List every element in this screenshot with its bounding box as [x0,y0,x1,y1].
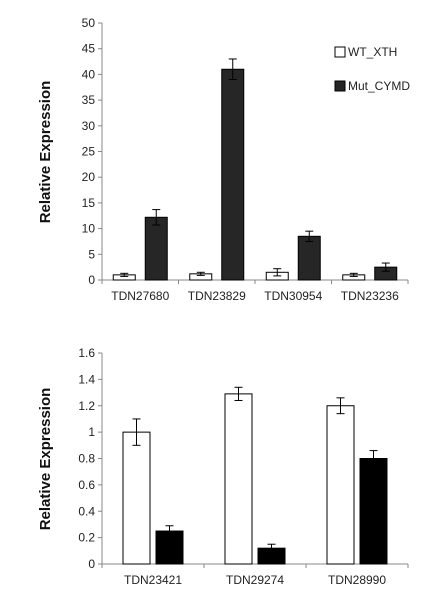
y-tick-label: 10 [82,222,96,236]
bar [221,68,245,281]
x-category-label: TDN23421 [124,573,182,587]
legend-label-mut-cymd: Mut_CYMD [348,79,410,93]
bar [224,393,253,565]
y-tick-label: 15 [82,196,96,210]
bar [297,235,321,281]
chart-bottom-axes [98,352,409,568]
chart-top: Relative Expression 0 5 10 15 20 25 30 35 40 45 50… [37,16,410,303]
bar [359,458,388,565]
chart-bottom-labels: 0 0.2 0.4 0.6 0.8 1 1.2 1.4 1.6 TDN23421 TDN29274 T… [78,346,386,587]
y-tick-label: 25 [82,145,96,159]
y-tick-label: 0.6 [78,478,95,492]
chart-bottom-y-axis-title: Relative Expression [37,388,54,531]
legend-label-wt-xth: WT_XTH [348,45,397,59]
x-category-label: TDN27680 [111,289,169,303]
y-tick-label: 1.6 [78,346,95,360]
x-category-label: TDN28990 [328,573,386,587]
y-tick-label: 40 [82,67,96,81]
y-tick-label: 1.2 [78,399,95,413]
chart-top-axes [98,22,409,284]
y-tick-label: 0.4 [78,504,95,518]
legend-swatch-wt-xth [334,46,346,58]
bar [144,216,168,281]
y-tick-label: 20 [82,170,96,184]
legend-swatch-mut-cymd [334,80,346,92]
y-tick-label: 0 [88,557,95,571]
bar [326,405,355,565]
y-tick-label: 35 [82,93,96,107]
x-category-label: TDN30954 [264,289,322,303]
x-category-label: TDN23236 [341,289,399,303]
y-tick-label: 50 [82,16,96,30]
bar [122,431,151,565]
y-tick-label: 0.8 [78,452,95,466]
chart-top-bars [112,58,398,281]
y-tick-label: 30 [82,119,96,133]
y-tick-label: 1.4 [78,372,95,386]
chart-bottom: Relative Expression 0 0.2 0.4 0.6 0.8 1 1.2 1.4… [37,346,409,587]
y-tick-label: 5 [88,247,95,261]
x-category-label: TDN29274 [226,573,284,587]
chart-top-legend: WT_XTH Mut_CYMD [334,45,410,93]
y-tick-label: 45 [82,42,96,56]
x-category-label: TDN23829 [188,289,246,303]
chart-top-y-axis-title: Relative Expression [37,81,54,224]
y-tick-label: 0 [88,273,95,287]
y-tick-label: 0.2 [78,531,95,545]
y-tick-label: 1 [88,425,95,439]
chart-top-labels: 0 5 10 15 20 25 30 35 40 45 50 TDN27680 TDN23829 TDN3… [82,16,399,303]
chart-bottom-bars [122,386,388,565]
